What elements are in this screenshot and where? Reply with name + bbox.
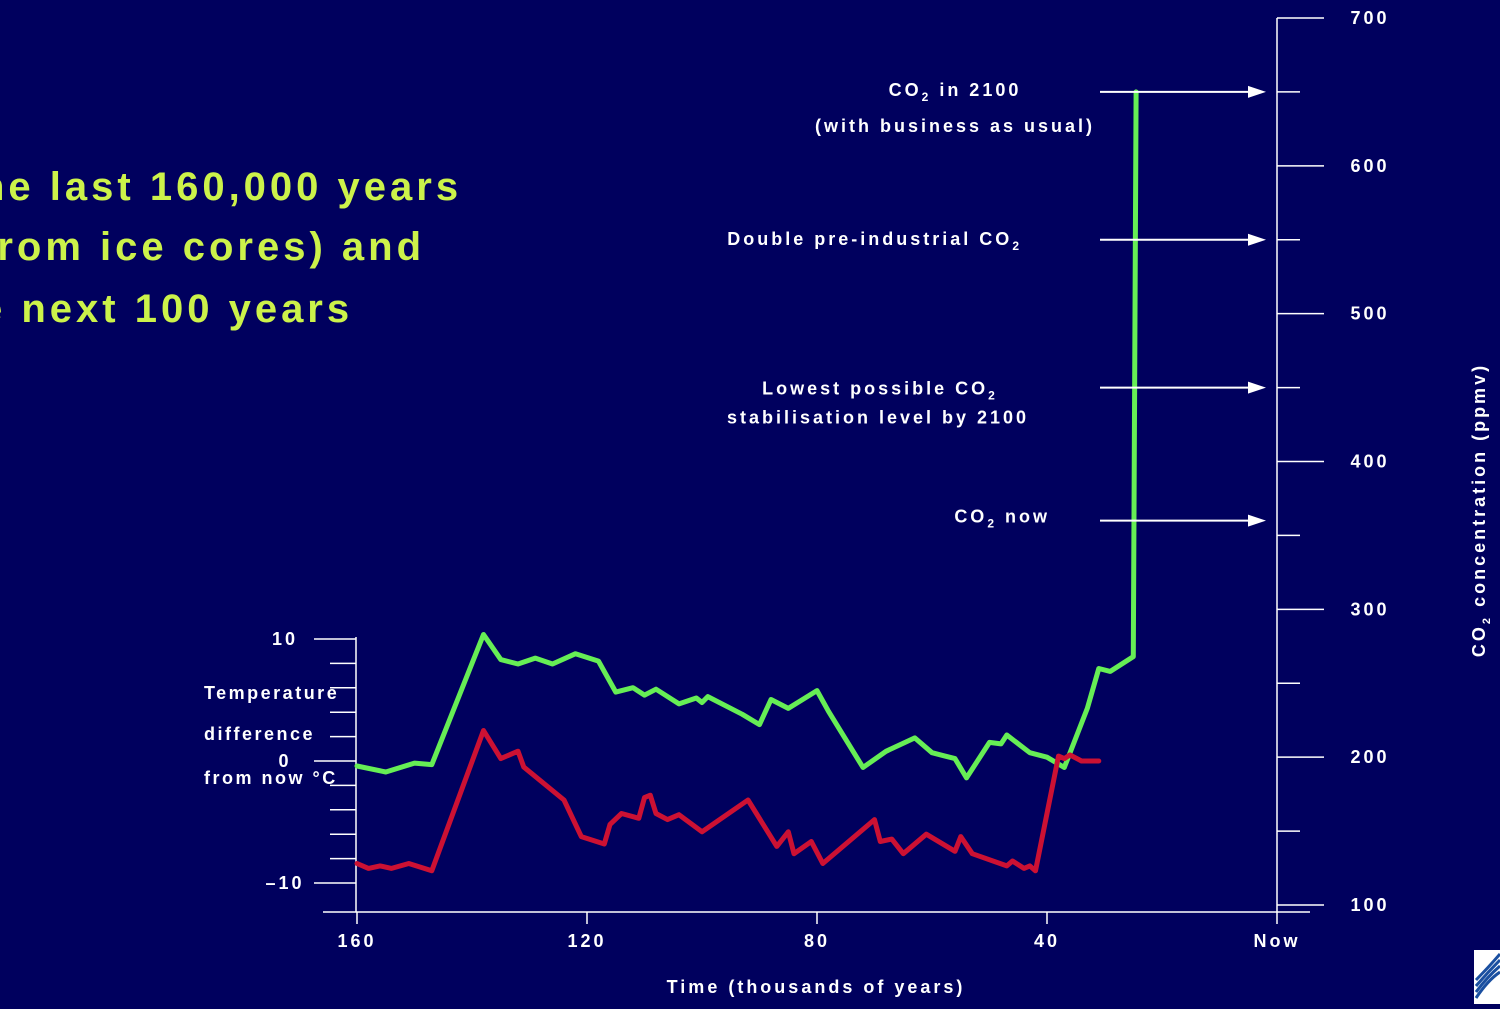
temperature-axis-label-line-2: difference bbox=[204, 724, 316, 744]
temperature-tick-label: 10 bbox=[272, 629, 298, 649]
x-tick-label: Now bbox=[1254, 931, 1301, 951]
co2-2100-arrow-head bbox=[1248, 85, 1266, 98]
temperature-tick-label: –10 bbox=[265, 873, 304, 893]
double-co2-arrow-head bbox=[1248, 233, 1266, 246]
chart-title-line-1: he last 160,000 years bbox=[0, 165, 463, 209]
axes bbox=[314, 17, 1324, 924]
co2-2100-label: CO2 in 2100 bbox=[889, 80, 1022, 104]
logo-icon bbox=[1474, 950, 1500, 1004]
x-axis-label: Time (thousands of years) bbox=[667, 977, 966, 997]
co2-tick-label: 300 bbox=[1350, 599, 1389, 619]
chart-title-line-3: e next 100 years bbox=[0, 287, 354, 331]
x-tick-label: 160 bbox=[337, 931, 376, 951]
co2-axis-label: CO2 concentration (ppmv) bbox=[1469, 363, 1493, 657]
annotations: CO2 in 2100 (with business as usual) Doubl… bbox=[727, 80, 1266, 531]
series-layer bbox=[354, 89, 1139, 874]
temperature-axis-label-line-1: Temperature bbox=[204, 683, 340, 703]
co2-now-arrow-head bbox=[1248, 514, 1266, 527]
co2-tick-label: 700 bbox=[1350, 8, 1389, 28]
co2-series-line bbox=[354, 89, 1139, 781]
lowest-co2-arrow-head bbox=[1248, 381, 1266, 394]
co2-tick-label: 400 bbox=[1350, 452, 1389, 472]
lowest-co2-label: Lowest possible CO2 bbox=[762, 379, 998, 403]
chart-title-line-2: from ice cores) and bbox=[0, 225, 426, 269]
x-tick-label: 80 bbox=[804, 931, 830, 951]
lowest-co2-label-line-2: stabilisation level by 2100 bbox=[727, 408, 1029, 428]
double-co2-label: Double pre-industrial CO2 bbox=[727, 229, 1022, 253]
co2-tick-label: 600 bbox=[1350, 156, 1389, 176]
co2-tick-label: 100 bbox=[1350, 895, 1389, 915]
co2-tick-label: 200 bbox=[1350, 747, 1389, 767]
temperature-tick-label: 0 bbox=[278, 751, 291, 771]
temperature-series-line bbox=[354, 728, 1102, 874]
x-tick-label: 40 bbox=[1034, 931, 1060, 951]
x-tick-label: 120 bbox=[567, 931, 606, 951]
co2-tick-label: 500 bbox=[1350, 304, 1389, 324]
temperature-axis-label-line-3: from now °C bbox=[204, 768, 338, 788]
co2-2100-label-line-2: (with business as usual) bbox=[815, 116, 1095, 136]
co2-now-label: CO2 now bbox=[954, 507, 1050, 531]
